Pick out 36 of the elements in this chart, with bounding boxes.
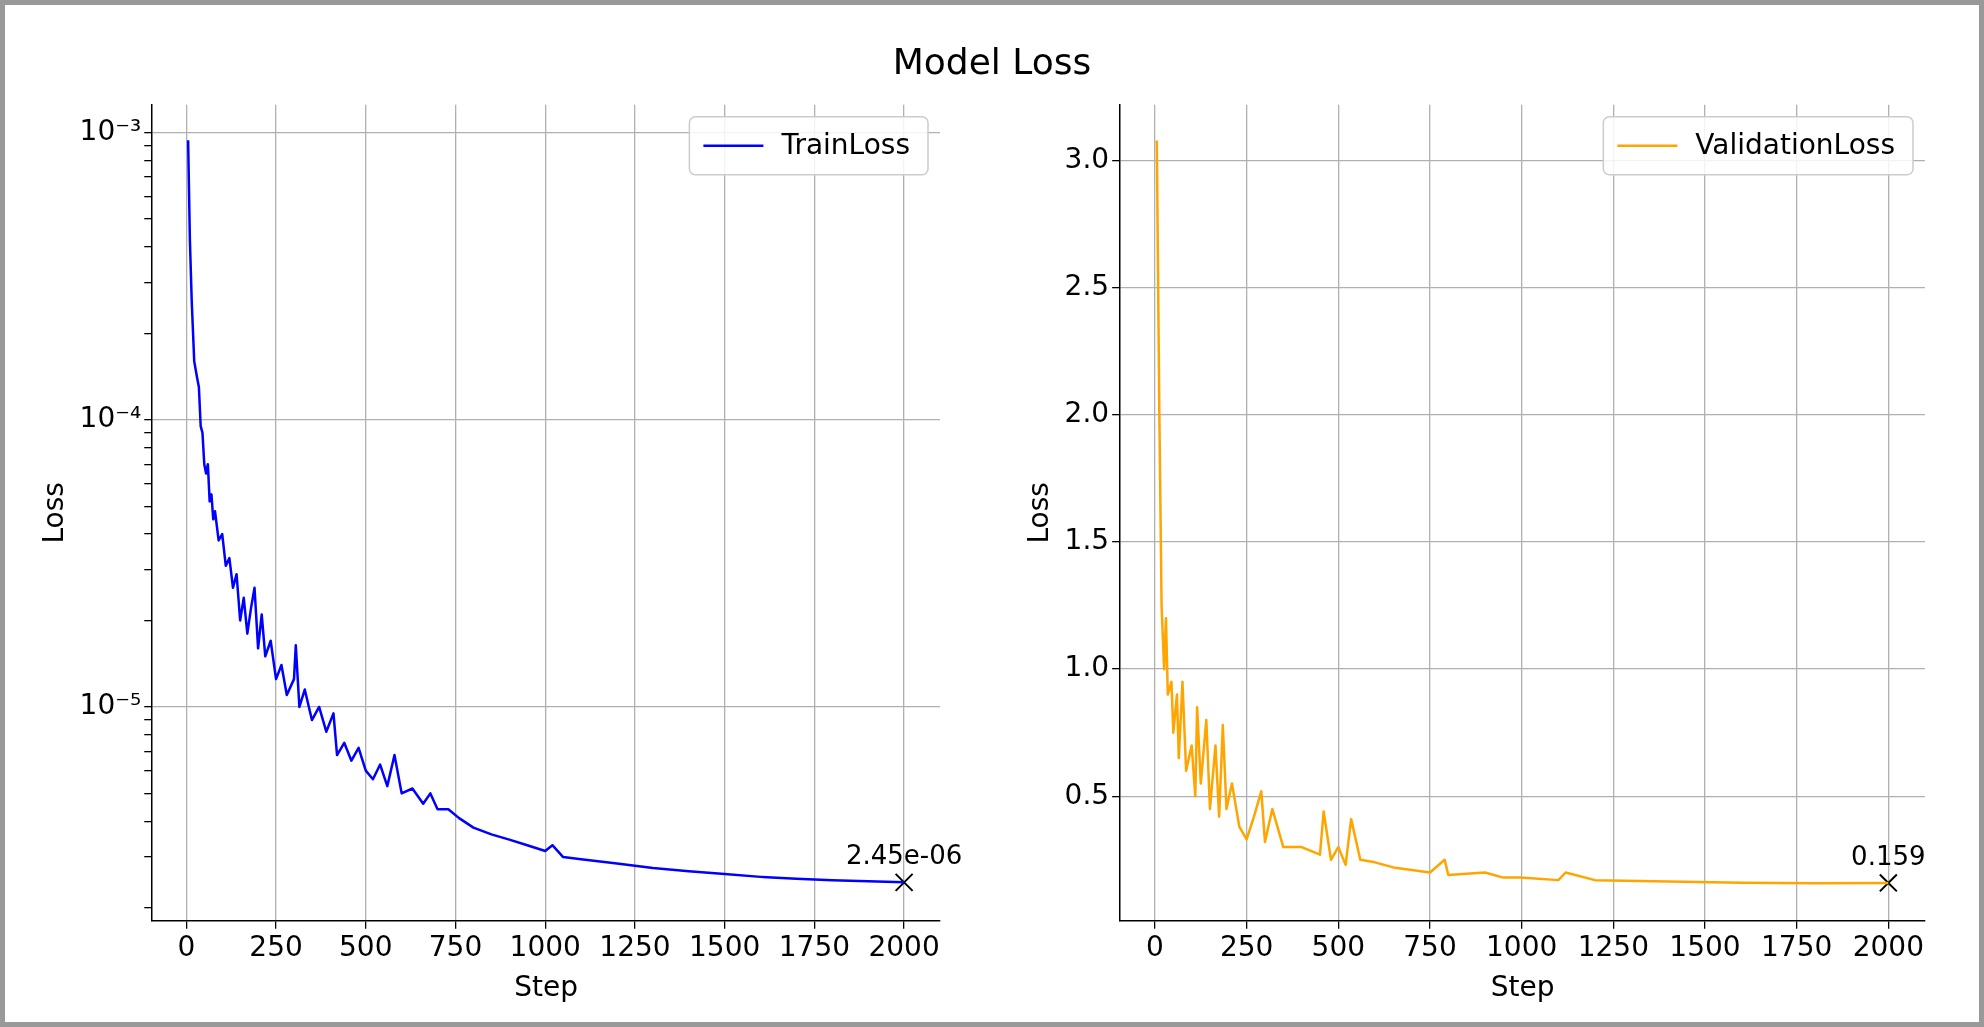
y-axis-title: Loss	[37, 482, 71, 544]
x-tick-label: 2000	[868, 929, 940, 963]
y-tick-label: 10⁻⁴	[79, 401, 142, 435]
y-tick-label: 0.5	[1064, 777, 1110, 811]
x-tick-label: 1250	[1577, 929, 1649, 963]
y-tick-label: 10⁻⁵	[79, 688, 142, 722]
y-tick-label: 1.5	[1064, 523, 1110, 557]
x-tick-label: 500	[1311, 929, 1366, 963]
annotation: 0.159	[1851, 840, 1926, 871]
x-tick-label: 1250	[599, 929, 671, 963]
y-tick-label: 2.5	[1064, 269, 1110, 303]
x-axis-title: Step	[1490, 970, 1555, 1004]
x-tick-label: 1750	[778, 929, 851, 963]
x-tick-label: 0	[1146, 929, 1164, 963]
x-tick-label: 1000	[1486, 929, 1558, 963]
legend-label: TrainLoss	[780, 128, 911, 162]
x-tick-label: 2000	[1852, 929, 1924, 963]
x-tick-label: 250	[249, 929, 303, 963]
x-tick-label: 1750	[1761, 929, 1833, 963]
x-axis-title: Step	[514, 970, 578, 1004]
x-tick-label: 750	[428, 929, 483, 963]
legend-label: ValidationLoss	[1695, 128, 1896, 162]
y-tick-label: 10⁻³	[79, 113, 142, 147]
x-tick-label: 1000	[509, 929, 581, 963]
y-tick-label: 2.0	[1064, 396, 1110, 430]
x-tick-label: 0	[177, 929, 196, 963]
x-tick-label: 250	[1219, 929, 1274, 963]
y-tick-label: 1.0	[1064, 650, 1110, 684]
annotation: 2.45e-06	[845, 840, 963, 871]
x-tick-label: 1500	[1669, 929, 1741, 963]
y-tick-label: 3.0	[1064, 142, 1110, 176]
x-tick-label: 750	[1403, 929, 1457, 963]
x-tick-label: 1500	[689, 929, 761, 963]
chart-title: Model Loss	[891, 41, 1093, 82]
y-axis-title: Loss	[1022, 482, 1056, 544]
x-tick-label: 500	[339, 929, 393, 963]
